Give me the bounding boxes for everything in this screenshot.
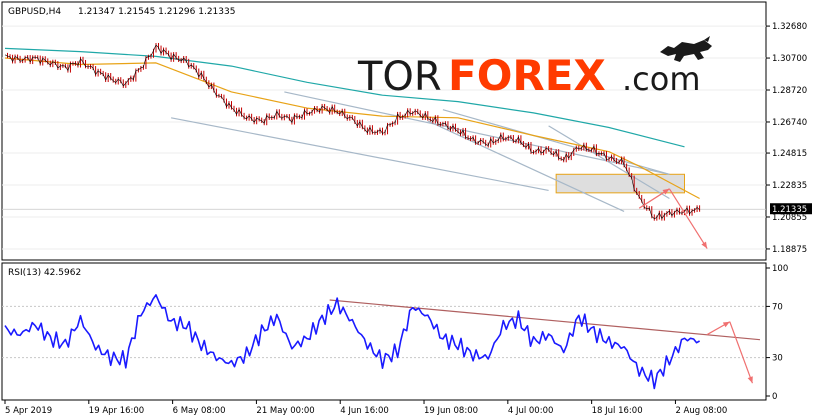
rsi-arrow-1 [729,321,754,384]
x-tick-label: 18 Jul 16:00 [592,406,643,416]
rsi-y-tick-label: 0 [772,392,777,402]
symbol-label: GBPUSD,H4 [8,7,61,17]
x-axis: 5 Apr 2019 19 Apr 16:00 6 May 08:00 21 May … [4,400,727,416]
torforex-logo: TOR FOREX .com [357,36,712,100]
rsi-y-tick-label: 70 [772,302,783,312]
rsi-y-tick-label: 100 [772,264,788,274]
price-y-axis: 1.32680 1.30700 1.28720 1.26740 1.24815 1.228… [766,22,807,255]
x-tick-label: 6 May 08:00 [173,406,226,416]
price-y-tick-label: 1.20855 [772,213,807,223]
x-tick-label: 4 Jul 00:00 [508,406,554,416]
x-tick-label: 21 May 00:00 [256,406,314,416]
price-gridlines [2,25,766,250]
ma-slow-path [4,47,685,148]
price-y-tick-label: 1.30700 [772,54,807,64]
logo-text-com: .com [622,60,701,98]
price-y-tick-label: 1.32680 [772,22,807,32]
channel-lines [170,91,670,212]
quote-label: 1.21347 1.21545 1.21296 1.21335 [78,7,235,17]
logo-text-tor: TOR [357,54,442,100]
rsi-trendline [329,299,761,341]
rsi-title: RSI(13) 42.5962 [8,268,81,278]
x-tick-label: 4 Jun 16:00 [340,406,389,416]
price-y-tick-label: 1.18875 [772,245,807,255]
rsi-panel-frame [1,262,767,401]
price-arrow-1 [668,188,708,249]
price-arrow-1-shaft [668,188,708,249]
current-price-tag: 1.21335 [770,203,812,215]
channel-line-0 [170,117,549,192]
price-arrow-0-head [662,188,670,195]
price-arrow-1-head [701,241,708,249]
ma-slow-line [4,47,685,148]
rsi-forecast-arrows [706,321,754,384]
price-panel-frame [1,1,767,261]
price-y-tick-label: 1.24815 [772,149,807,159]
rsi-arrow-1-shaft [729,321,754,384]
channel-line-2 [442,109,670,175]
rsi-path [4,294,700,390]
price-candles [4,42,701,221]
rsi-line [4,294,700,390]
price-forecast-arrows [638,188,708,249]
rsi-trendline-path [329,299,761,341]
rsi-y-axis: 100 70 30 0 [766,264,788,402]
current-price-label: 1.21335 [772,205,807,215]
rsi-arrow-1-head [747,376,753,384]
x-tick-label: 19 Apr 16:00 [89,406,144,416]
price-y-tick-label: 1.28720 [772,86,807,96]
price-y-tick-label: 1.22835 [772,181,807,191]
price-y-tick-label: 1.26740 [772,118,807,128]
x-tick-label: 2 Aug 08:00 [675,406,727,416]
x-tick-label: 5 Apr 2019 [5,406,52,416]
channel-line-4 [548,125,670,200]
rsi-arrow-0-head [722,321,730,328]
logo-text-forex: FOREX [448,51,606,100]
rsi-y-tick-label: 30 [772,354,783,364]
x-tick-label: 19 Jun 08:00 [424,406,478,416]
price-close-path [4,44,700,219]
rsi-arrow-0 [706,321,731,336]
price-arrow-0 [638,188,670,209]
bull-icon [660,36,712,62]
